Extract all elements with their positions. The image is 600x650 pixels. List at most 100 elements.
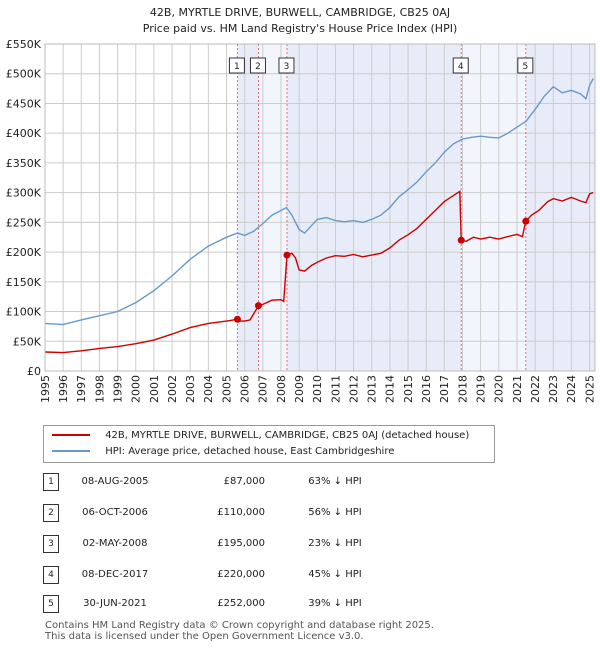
x-tick-label: 2020 bbox=[493, 375, 506, 403]
y-tick-label: £0 bbox=[27, 365, 41, 378]
x-tick-label: 2004 bbox=[202, 375, 215, 403]
footer-line-2: This data is licensed under the Open Gov… bbox=[45, 631, 364, 642]
sale-number-badge: 4 bbox=[43, 566, 59, 584]
sale-points bbox=[233, 217, 530, 323]
sale-labels: 1 2 3 4 5 bbox=[228, 57, 534, 74]
sale-point bbox=[522, 217, 530, 225]
sale-label-box bbox=[452, 57, 469, 74]
x-tick-label: 1998 bbox=[93, 375, 106, 403]
sale-price: £87,000 bbox=[223, 476, 265, 487]
sale-period-band bbox=[525, 44, 595, 371]
x-tick-label: 2014 bbox=[384, 375, 397, 403]
x-tick-label: 1995 bbox=[39, 375, 52, 403]
sale-label-number: 4 bbox=[458, 62, 464, 72]
footer-line-1: Contains HM Land Registry data © Crown c… bbox=[45, 620, 434, 631]
x-tick-label: 2011 bbox=[329, 375, 342, 403]
sale-number-badge: 3 bbox=[43, 535, 59, 553]
x-tick-label: 2016 bbox=[420, 375, 433, 403]
sale-period-band bbox=[461, 44, 526, 371]
x-tick-label: 2021 bbox=[511, 375, 524, 403]
table-row: 4 08-DEC-2017 £220,000 45% ↓ HPI bbox=[0, 565, 600, 585]
sale-point bbox=[457, 236, 465, 244]
sale-label-box bbox=[517, 57, 534, 74]
y-tick-label: £200K bbox=[6, 246, 42, 259]
sale-label-number: 5 bbox=[522, 62, 528, 72]
x-tick-label: 2010 bbox=[311, 375, 324, 403]
sale-period-shading bbox=[237, 44, 595, 371]
x-tick-label: 2025 bbox=[583, 375, 596, 403]
x-tick-label: 2019 bbox=[474, 375, 487, 403]
x-tick-label: 2006 bbox=[239, 375, 252, 403]
chart-legend: 42B, MYRTLE DRIVE, BURWELL, CAMBRIDGE, C… bbox=[43, 425, 495, 463]
legend-swatch-hpi bbox=[52, 450, 90, 452]
sale-period-band bbox=[286, 44, 462, 371]
sale-date: 30-JUN-2021 bbox=[83, 598, 147, 609]
x-tick-label: 2009 bbox=[293, 375, 306, 403]
sale-hpi-diff: 23% ↓ HPI bbox=[308, 538, 362, 549]
sale-point bbox=[254, 302, 262, 310]
sale-label-number: 1 bbox=[234, 62, 240, 72]
sale-hpi-diff: 45% ↓ HPI bbox=[308, 569, 362, 580]
x-axis: 1995 1996 1997 1998 1999 2000 2001 2002 2003 2004… bbox=[39, 375, 597, 403]
x-tick-label: 2013 bbox=[366, 375, 379, 403]
legend-entry-hpi: HPI: Average price, detached house, East… bbox=[52, 444, 394, 460]
x-tick-label: 2000 bbox=[130, 375, 143, 403]
x-tick-label: 1997 bbox=[75, 375, 88, 403]
y-tick-label: £100K bbox=[6, 306, 42, 319]
x-tick-label: 2017 bbox=[438, 375, 451, 403]
sale-date: 08-AUG-2005 bbox=[81, 476, 149, 487]
legend-swatch-property bbox=[52, 434, 90, 436]
table-row: 1 08-AUG-2005 £87,000 63% ↓ HPI bbox=[0, 472, 600, 492]
sale-price: £252,000 bbox=[217, 598, 265, 609]
chart-series bbox=[44, 78, 594, 354]
sale-point bbox=[233, 315, 241, 323]
sale-hpi-diff: 56% ↓ HPI bbox=[308, 507, 362, 518]
legend-label-property: 42B, MYRTLE DRIVE, BURWELL, CAMBRIDGE, C… bbox=[105, 430, 470, 441]
chart-title: 42B, MYRTLE DRIVE, BURWELL, CAMBRIDGE, C… bbox=[150, 6, 450, 19]
x-tick-label: 2015 bbox=[402, 375, 415, 403]
table-row: 3 02-MAY-2008 £195,000 23% ↓ HPI bbox=[0, 534, 600, 554]
plot-frame bbox=[44, 43, 596, 372]
x-tick-label: 2024 bbox=[565, 375, 578, 403]
y-tick-label: £150K bbox=[6, 276, 42, 289]
legend-entry-property: 42B, MYRTLE DRIVE, BURWELL, CAMBRIDGE, C… bbox=[52, 428, 469, 444]
y-axis: £0 £50K £100K £150K £200K £250K £300K £350K £400… bbox=[6, 38, 42, 378]
x-tick-label: 2018 bbox=[456, 375, 469, 403]
x-tick-label: 2003 bbox=[184, 375, 197, 403]
table-row: 5 30-JUN-2021 £252,000 39% ↓ HPI bbox=[0, 594, 600, 614]
x-tick-label: 2008 bbox=[275, 375, 288, 403]
x-tick-label: 2005 bbox=[220, 375, 233, 403]
sale-point bbox=[283, 251, 291, 259]
price-chart: 42B, MYRTLE DRIVE, BURWELL, CAMBRIDGE, C… bbox=[6, 6, 597, 403]
sale-date: 08-DEC-2017 bbox=[81, 569, 149, 580]
sale-price: £110,000 bbox=[217, 507, 265, 518]
y-tick-label: £250K bbox=[6, 216, 42, 229]
sale-hpi-diff: 39% ↓ HPI bbox=[308, 598, 362, 609]
sale-label-box bbox=[278, 57, 295, 74]
sale-price: £195,000 bbox=[217, 538, 265, 549]
sale-label-number: 3 bbox=[284, 62, 290, 72]
x-tick-label: 2022 bbox=[529, 375, 542, 403]
y-tick-label: £350K bbox=[6, 157, 42, 170]
series-line bbox=[44, 78, 594, 326]
sale-number-badge: 5 bbox=[43, 595, 59, 613]
legend-label-hpi: HPI: Average price, detached house, East… bbox=[105, 446, 395, 457]
sale-label-box bbox=[249, 57, 266, 74]
x-tick-label: 2002 bbox=[166, 375, 179, 403]
sale-date: 06-OCT-2006 bbox=[82, 507, 148, 518]
y-tick-label: £400K bbox=[6, 127, 42, 140]
y-tick-label: £550K bbox=[6, 38, 42, 51]
x-tick-label: 2007 bbox=[257, 375, 270, 403]
series-line bbox=[44, 190, 594, 354]
footer-note: Contains HM Land Registry data © Crown c… bbox=[45, 620, 434, 642]
sale-hpi-diff: 63% ↓ HPI bbox=[308, 476, 362, 487]
x-tick-label: 2023 bbox=[547, 375, 560, 403]
sale-label-number: 2 bbox=[255, 62, 261, 72]
sale-period-band bbox=[237, 44, 259, 371]
x-tick-label: 2012 bbox=[347, 375, 360, 403]
x-tick-label: 2001 bbox=[148, 375, 161, 403]
sale-number-badge: 2 bbox=[43, 504, 59, 522]
x-tick-label: 1999 bbox=[111, 375, 124, 403]
sale-date: 02-MAY-2008 bbox=[82, 538, 148, 549]
table-row: 2 06-OCT-2006 £110,000 56% ↓ HPI bbox=[0, 503, 600, 523]
